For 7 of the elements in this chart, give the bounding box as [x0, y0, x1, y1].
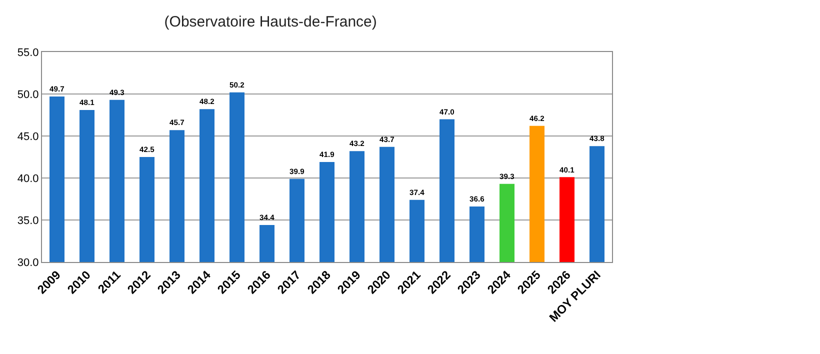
- y-tick-label: 50.0: [17, 88, 39, 101]
- y-tick-label: 30.0: [17, 256, 39, 269]
- y-tick-label: 40.0: [17, 172, 39, 185]
- chart-title: (Observatoire Hauts-de-France): [164, 13, 377, 30]
- y-tick-label: 45.0: [17, 130, 39, 143]
- y-tick-label: 35.0: [17, 214, 39, 227]
- y-tick-label: 55.0: [17, 46, 39, 59]
